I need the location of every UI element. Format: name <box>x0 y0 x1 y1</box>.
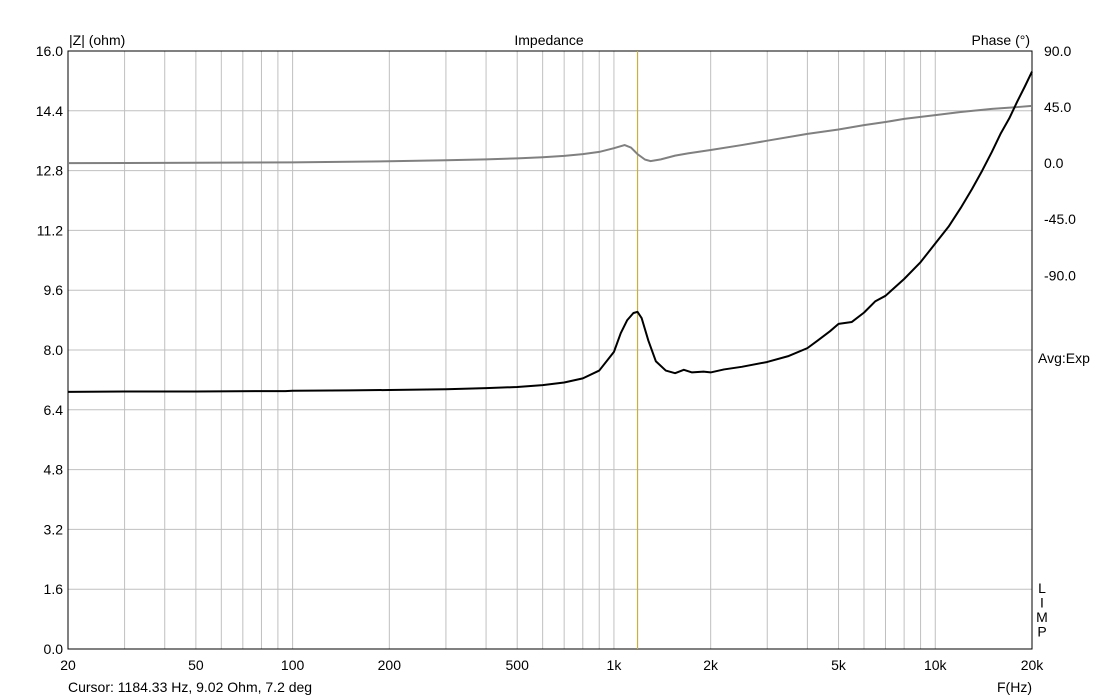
right-y-tick-label: -45.0 <box>1044 211 1076 227</box>
left-y-tick-label: 16.0 <box>36 43 63 59</box>
x-tick-label: 5k <box>831 657 847 673</box>
x-tick-label: 50 <box>188 657 204 673</box>
x-axis-label: F(Hz) <box>997 679 1032 695</box>
left-y-tick-label: 8.0 <box>44 342 64 358</box>
impedance-series-line <box>67 71 1033 393</box>
x-tick-label: 1k <box>607 657 623 673</box>
cursor-readout: Cursor: 1184.33 Hz, 9.02 Ohm, 7.2 deg <box>68 679 312 695</box>
right-axis-label: Phase (°) <box>971 32 1030 48</box>
chart-title: Impedance <box>514 32 583 48</box>
left-y-tick-label: 9.6 <box>44 282 64 298</box>
x-tick-label: 20k <box>1021 657 1045 673</box>
x-tick-label: 20 <box>60 657 76 673</box>
left-y-tick-label: 14.4 <box>36 103 63 119</box>
avg-label: Avg:Exp <box>1038 350 1090 366</box>
left-y-tick-label: 6.4 <box>44 402 64 418</box>
left-y-tick-label: 3.2 <box>44 521 64 537</box>
left-y-tick-label: 11.2 <box>37 222 63 238</box>
left-y-tick-label: 12.8 <box>36 163 63 179</box>
right-y-tick-label: -90.0 <box>1044 267 1076 283</box>
right-y-tick-label: 90.0 <box>1044 43 1071 59</box>
x-tick-labels: 20 50 100 200 500 1k 2k 5k 10k 20k <box>60 657 1044 673</box>
right-y-tick-label: 45.0 <box>1044 99 1071 115</box>
left-y-tick-label: 0.0 <box>44 641 64 657</box>
phase-series-line <box>67 104 1033 165</box>
x-tick-label: 2k <box>703 657 719 673</box>
x-tick-label: 100 <box>281 657 305 673</box>
x-tick-label: 500 <box>506 657 530 673</box>
right-y-tick-labels: 90.0 45.0 0.0 -45.0 -90.0 <box>1044 43 1076 283</box>
plot-frame <box>67 50 1033 650</box>
left-axis-label: |Z| (ohm) <box>69 32 125 48</box>
left-y-tick-label: 1.6 <box>44 581 64 597</box>
x-tick-label: 10k <box>924 657 948 673</box>
left-y-tick-labels: 0.0 1.6 3.2 4.8 6.4 8.0 9.6 11.2 12.8 14.4 16.0 <box>36 43 63 657</box>
x-tick-label: 200 <box>378 657 402 673</box>
left-y-tick-label: 4.8 <box>44 462 64 478</box>
right-y-tick-label: 0.0 <box>1044 155 1064 171</box>
